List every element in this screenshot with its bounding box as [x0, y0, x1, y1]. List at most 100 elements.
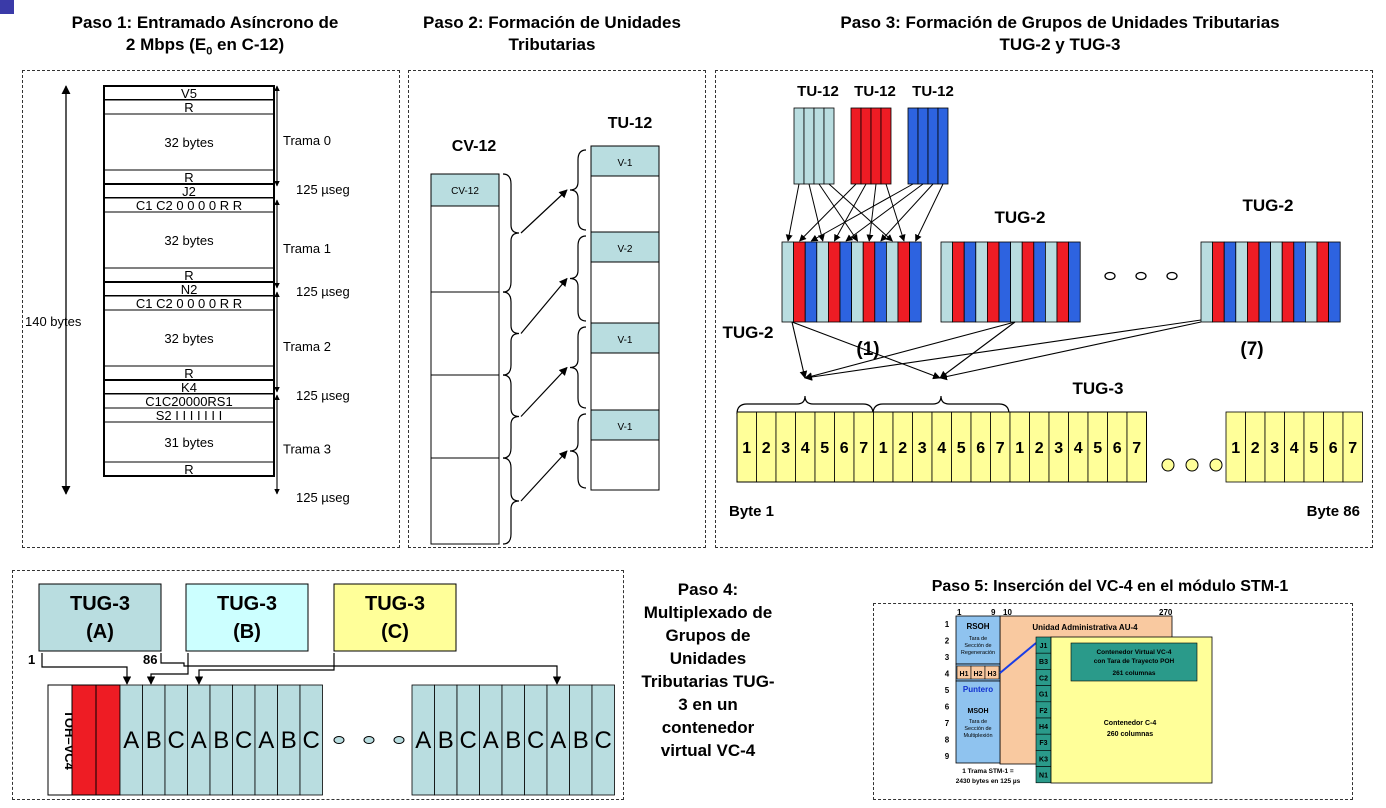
poh-cell-label: F3: [1039, 740, 1047, 747]
vc4-column-right-letter: A: [415, 727, 431, 754]
stm1-footer-line1: 1 Trama STM-1 =: [962, 768, 1014, 775]
frame-row-label: R: [184, 170, 193, 185]
tug2-label-center: TUG-2: [995, 208, 1046, 227]
tu12-label-red: TU-12: [854, 83, 896, 100]
mapping-arrow: [520, 277, 568, 334]
tug3-col-start: 1: [28, 652, 35, 667]
tu12-to-tug2-arrow: [818, 183, 859, 242]
poh-cell-label: J1: [1040, 643, 1048, 650]
rsoh-label: RSOH: [966, 622, 989, 631]
stm1-row-number: 4: [945, 670, 950, 679]
cv12-segment: [430, 457, 500, 545]
pointer-h1-label: H1: [960, 671, 969, 678]
tug3-byte-label: 1: [879, 440, 888, 457]
c4-line1: Contenedor C-4: [1104, 720, 1157, 727]
stm1-row-number: 6: [945, 703, 950, 712]
paso3-title-line1: Paso 3: Formación de Grupos de Unidades …: [840, 13, 1280, 32]
frame-stack-outline: [103, 85, 275, 477]
poh-cell-label: G1: [1039, 692, 1048, 699]
tug3-a-box: [38, 583, 162, 652]
vc4-column-left-letter: A: [123, 727, 139, 754]
frame-row-label: 31 bytes: [164, 435, 214, 450]
tug2-label-left: TUG-2: [723, 323, 774, 342]
tug3-byte-label: 5: [1093, 440, 1102, 457]
stm1-row-number: 8: [945, 736, 950, 745]
tug3-b-line1: TUG-3: [217, 593, 277, 615]
tug2-index-1: (1): [856, 339, 879, 360]
tug3-byte-label: 6: [1113, 440, 1122, 457]
stm1-col-9: 9: [991, 608, 996, 617]
cv12-brace: [502, 291, 520, 376]
tug2-2-column: [940, 241, 954, 323]
rsoh-desc: Tara de: [969, 636, 987, 642]
vc4-column-left-letter: A: [191, 727, 207, 754]
mapping-arrow: [520, 189, 568, 234]
paso4-diagram: TUG-3 (A) TUG-3 (B) TUG-3 (C) 1 86 TOH–V…: [28, 583, 615, 796]
tug2-1-column: [909, 241, 922, 323]
tug3-byte-label: 4: [1290, 440, 1299, 457]
tug2-1-column: [897, 241, 911, 323]
tu12-label-light: TU-12: [797, 83, 839, 100]
poh-cell-label: C2: [1039, 675, 1048, 682]
tu12-column: [860, 107, 872, 185]
paso4-title: Paso 4: Multiplexado de Grupos de Unidad…: [622, 578, 794, 762]
tug3-byte-label: 1: [742, 440, 751, 457]
stm1-col-270: 270: [1159, 608, 1173, 617]
paso2-title-line1: Paso 2: Formación de Unidades: [423, 13, 681, 32]
tug2-7-column: [1200, 241, 1214, 323]
paso1-title: Paso 1: Entramado Asíncrono de 2 Mbps (E…: [25, 12, 385, 62]
tu12-column: [850, 107, 862, 185]
tug2-2-column: [963, 241, 977, 323]
frame-row-label: N2: [181, 282, 198, 297]
vc4-column-right-letter: C: [460, 727, 477, 754]
toh-vc4-column: [47, 684, 73, 796]
stm1-row-number: 5: [945, 686, 950, 695]
tug3-byte-label: 5: [820, 440, 829, 457]
tu12-brace: [569, 235, 587, 322]
vc4-column-right-letter: A: [550, 727, 566, 754]
vc4-column-left-letter: C: [303, 727, 320, 754]
tu12-column: [803, 107, 815, 185]
tug3-byte-label: 2: [898, 440, 907, 457]
tu12-column: [907, 107, 919, 185]
tug2-2-column: [1068, 241, 1081, 323]
tu12-column: [880, 107, 892, 185]
puntero-label: Puntero: [963, 685, 993, 694]
tug2-7-column: [1270, 241, 1283, 323]
tu12-to-tug2-arrow: [810, 183, 914, 242]
rsoh-desc: Sección de: [964, 643, 991, 649]
tug3-continuation-dot: [1209, 458, 1223, 472]
rsoh-desc: Regeneración: [961, 650, 995, 656]
tug3-continuation-dot: [1185, 458, 1199, 472]
tug2-7-column: [1305, 241, 1318, 323]
vc4-line2: con Tara de Trayecto POH: [1094, 658, 1175, 665]
frame-row-label: S2 I I I I I I I: [156, 408, 222, 423]
slide-corner-marker: [0, 0, 14, 14]
cv12-segment: [430, 374, 500, 459]
tug3-byte-label: 4: [1074, 440, 1083, 457]
stm1-footer-line2: 2430 bytes en 125 µs: [956, 778, 1021, 785]
frame-row-label: K4: [181, 380, 197, 395]
tu12-column: [917, 107, 929, 185]
frame-row-label: R: [184, 100, 193, 115]
tug3-b-line2: (B): [233, 621, 261, 643]
vc4-column-left-letter: B: [281, 727, 297, 754]
tug3-byte-label: 7: [996, 440, 1005, 457]
paso3-title: Paso 3: Formación de Grupos de Unidades …: [770, 12, 1350, 56]
cv12-segment: [430, 205, 500, 293]
tu12-to-tug2-arrow: [880, 183, 934, 242]
tug2-1-column: [874, 241, 887, 323]
paso3-title-line2: TUG-2 y TUG-3: [999, 35, 1121, 54]
vc4-column-right-letter: B: [573, 727, 589, 754]
poh-column-2: [95, 684, 121, 796]
tug2-2-column: [1044, 241, 1058, 323]
vc4-continuation-dot: [393, 736, 405, 744]
vc4-column-right-letter: B: [505, 727, 521, 754]
tug2-2-column: [975, 241, 988, 323]
frame-row-label: R: [184, 366, 193, 381]
paso4-title-line: virtual VC-4: [660, 741, 756, 760]
paso2-title: Paso 2: Formación de Unidades Tributaria…: [392, 12, 712, 56]
poh-cell-label: F2: [1039, 708, 1047, 715]
paso3-panel: [715, 70, 1373, 548]
